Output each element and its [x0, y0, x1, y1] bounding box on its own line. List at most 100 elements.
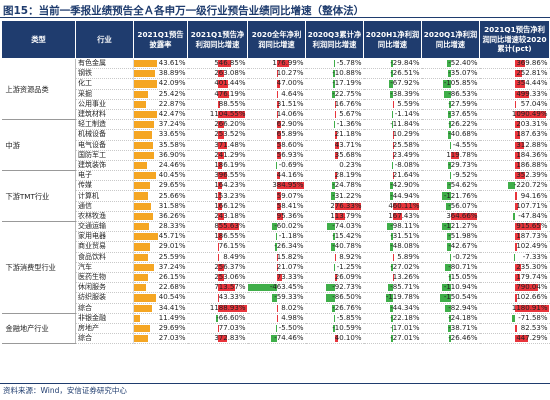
- cell-value: 4.98%: [281, 313, 304, 322]
- cell-value: 243.18%: [214, 211, 246, 220]
- data-bar: [449, 273, 451, 282]
- data-bar: [392, 202, 420, 210]
- cell-value: 186.55%: [214, 232, 246, 241]
- disclosure-rate-cell: 37.24%: [133, 262, 188, 273]
- growth-value-cell: -5.85%: [305, 313, 364, 324]
- data-bar: [276, 60, 290, 68]
- cell-value: 372.83%: [214, 334, 246, 343]
- header-2021q1-growth: 2021Q1预告净利润同比增速: [187, 20, 248, 59]
- cell-value: 1104.55%: [209, 110, 246, 119]
- cell-value: 25.59%: [158, 252, 186, 261]
- growth-value-cell: 15.82%: [247, 252, 306, 263]
- disclosure-rate-cell: 29.01%: [133, 241, 188, 253]
- growth-value-cell: -37.65%: [421, 109, 480, 121]
- growth-value-cell: 76.15%: [187, 241, 248, 253]
- cell-value: 65.89%: [276, 130, 304, 139]
- data-bar: [330, 243, 335, 251]
- data-bar: [334, 141, 339, 149]
- growth-value-cell: -24.18%: [421, 313, 480, 324]
- data-bar: [217, 304, 248, 312]
- data-bar: [332, 182, 335, 190]
- cell-value: -119.78%: [385, 293, 420, 302]
- table-row: 综合 34.41% 1188.93% 8.02% -26.76% -44.34% -82.9…: [2, 303, 550, 314]
- data-bar: [444, 304, 451, 312]
- growth-value-cell: 95.36%: [247, 211, 306, 223]
- cell-value: 36.26%: [158, 211, 186, 220]
- growth-value-cell: 276.33%: [305, 201, 364, 212]
- growth-value-cell: -150.54%: [421, 292, 480, 304]
- industry-cell: 房地产: [75, 323, 134, 335]
- data-bar: [450, 151, 460, 159]
- growth-value-cell: 28.19%: [305, 170, 364, 182]
- cell-value: -26.34%: [274, 242, 304, 251]
- growth-value-cell: -1.14%: [363, 109, 422, 121]
- growth-value-cell: -26.34%: [247, 241, 306, 253]
- cell-value: -24.18%: [448, 313, 478, 322]
- growth-value-cell: -26.76%: [305, 303, 364, 314]
- cell-value: -31.22%: [332, 191, 362, 200]
- data-bar: [276, 192, 281, 200]
- growth-value-cell: -74.03%: [305, 221, 364, 233]
- header-disclosure-rate: 2021Q1预告披露率: [133, 20, 188, 59]
- cell-value: 15.82%: [276, 252, 304, 261]
- data-bar: [392, 172, 394, 180]
- cell-value: 28.19%: [334, 171, 362, 180]
- cell-value: -1.25%: [336, 262, 362, 271]
- data-bar: [513, 212, 515, 220]
- cell-value: 26.15%: [158, 273, 186, 282]
- growth-value-cell: 203.31%: [479, 119, 550, 131]
- growth-value-cell: 460.11%: [363, 201, 422, 212]
- growth-value-cell: -42.90%: [363, 180, 422, 192]
- data-bar: [217, 80, 228, 88]
- data-bar: [276, 273, 282, 282]
- cell-value: 23.49%: [392, 150, 420, 159]
- cell-value: -26.46%: [448, 334, 478, 343]
- growth-value-cell: 4.64%: [247, 89, 306, 100]
- cell-value: -121.27%: [443, 222, 478, 231]
- disclosure-rate-cell: 25.59%: [133, 252, 188, 263]
- growth-value-cell: 26.09%: [305, 272, 364, 284]
- cell-value: -22.75%: [332, 89, 362, 98]
- growth-value-cell: 253.06%: [187, 272, 248, 284]
- cell-value: -31.51%: [390, 232, 420, 241]
- cell-value: 94.16%: [520, 191, 548, 200]
- growth-value-cell: -29.73%: [421, 160, 480, 172]
- cell-value: -0.72%: [452, 252, 478, 261]
- data-bar: [331, 304, 335, 312]
- data-bar: [217, 131, 224, 139]
- cell-value: 203.31%: [516, 120, 548, 129]
- growth-value-cell: 790.04%: [479, 282, 550, 294]
- disclosure-rate-cell: 22.87%: [133, 99, 188, 110]
- data-bar: [514, 335, 528, 343]
- industry-cell: 轻工制造: [75, 119, 134, 131]
- growth-value-cell: 186.55%: [187, 231, 248, 243]
- industry-growth-table: 类型 行业 2021Q1预告披露率 2021Q1预告净利润同比增速 2020全年…: [1, 20, 550, 345]
- growth-value-cell: -10.88%: [305, 68, 364, 80]
- cell-value: 241.29%: [214, 150, 246, 159]
- category-cell: 下游消费型行业: [1, 221, 76, 314]
- data-bar: [391, 121, 393, 129]
- cell-value: -17.01%: [390, 323, 420, 332]
- data-bar: [276, 110, 278, 119]
- growth-value-cell: 266.20%: [187, 119, 248, 131]
- cell-value: 1090.49%: [511, 110, 548, 119]
- data-bar: [276, 172, 280, 180]
- growth-value-cell: -59.33%: [247, 292, 306, 304]
- data-bar: [134, 233, 159, 241]
- growth-value-cell: 5.67%: [305, 109, 364, 121]
- growth-value-cell: 166.12%: [187, 201, 248, 212]
- cell-value: 16.76%: [334, 99, 362, 108]
- growth-value-cell: 102.49%: [479, 241, 550, 253]
- growth-value-cell: 153.23%: [187, 190, 248, 202]
- growth-value-cell: -0.72%: [421, 252, 480, 263]
- industry-cell: 汽车: [75, 262, 134, 273]
- cell-value: 476.19%: [214, 89, 246, 98]
- industry-cell: 公用事业: [75, 99, 134, 110]
- data-bar: [326, 294, 335, 302]
- data-bar: [217, 324, 220, 333]
- cell-value: -1.14%: [394, 110, 420, 119]
- disclosure-rate-cell: 36.26%: [133, 211, 188, 223]
- header-2020h1-growth: 2020H1净利润同比增速: [363, 20, 422, 59]
- cell-value: 186.88%: [516, 160, 548, 169]
